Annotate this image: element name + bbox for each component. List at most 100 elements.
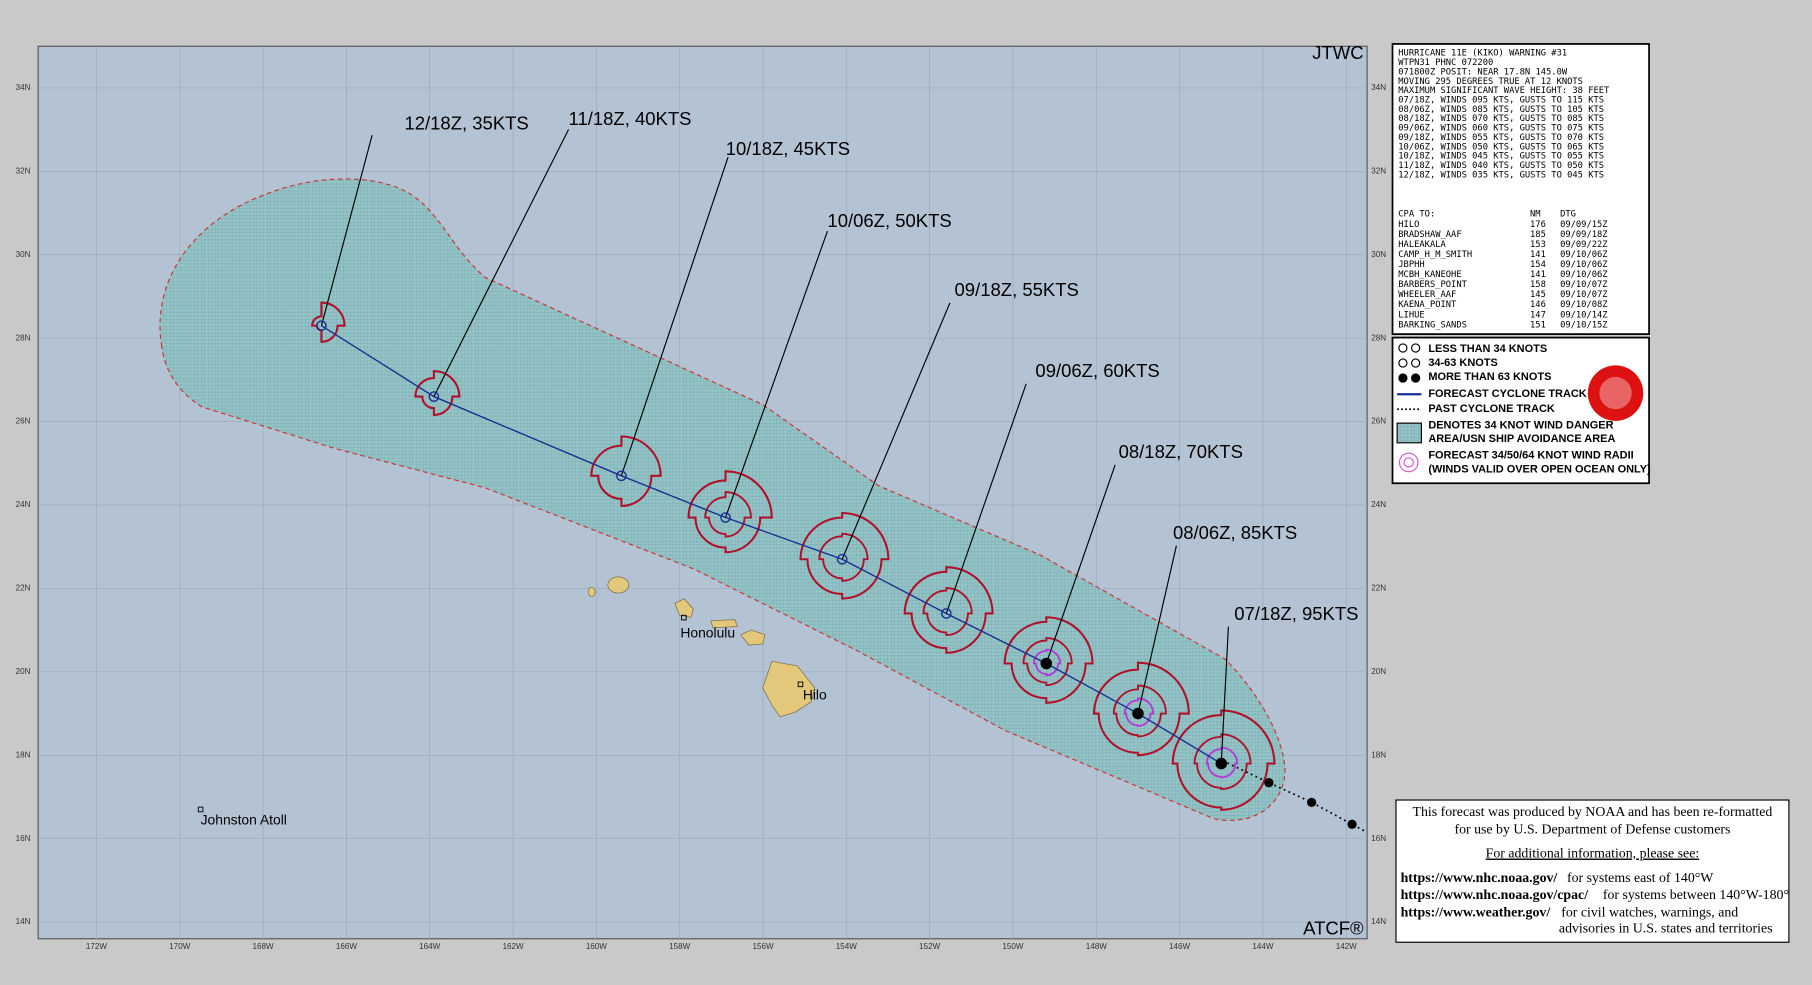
islands — [587, 576, 816, 718]
warning-line: 10/18Z, WINDS 045 KTS, GUSTS TO 055 KTS — [1398, 152, 1604, 162]
legend-icon — [1398, 343, 1408, 353]
wind-radii-34 — [903, 566, 994, 654]
warning-line: 08/06Z, WINDS 085 KTS, GUSTS TO 105 KTS — [1398, 105, 1604, 115]
cpa-cell: 158 — [1530, 280, 1546, 290]
forecast-position — [941, 608, 952, 619]
lat-tick-label: 26N — [1371, 417, 1386, 426]
warning-line: 09/06Z, WINDS 060 KTS, GUSTS TO 075 KTS — [1398, 124, 1604, 134]
cpa-cell: 09/10/14Z — [1560, 310, 1607, 320]
legend-label: DENOTES 34 KNOT WIND DANGER — [1428, 419, 1613, 431]
past-track — [1222, 759, 1368, 834]
legend-label: PAST CYCLONE TRACK — [1428, 403, 1555, 415]
forecast-label: 08/06Z, 85KTS — [1173, 522, 1297, 543]
island — [762, 660, 816, 718]
legend: LESS THAN 34 KNOTS 34-63 KNOTS MORE THAN 6… — [1428, 343, 1651, 475]
cpa-cell: 176 — [1530, 220, 1546, 230]
lat-tick-label: 34N — [1371, 83, 1386, 92]
forecast-position — [836, 553, 848, 565]
wind-radii-50 — [1022, 637, 1073, 687]
place-label: Honolulu — [680, 624, 735, 640]
note-line: This forecast was produced by NOAA and h… — [1413, 805, 1773, 820]
lat-tick-label: 24N — [16, 500, 31, 509]
forecast-position — [1215, 757, 1228, 770]
lat-tick-label: 18N — [16, 750, 31, 759]
legend-label: FORECAST CYCLONE TRACK — [1428, 388, 1586, 400]
note-url: https://www.weather.gov/ — [1401, 906, 1551, 921]
cpa-cell: 09/09/18Z — [1560, 230, 1607, 240]
lat-tick-label: 18N — [1371, 750, 1386, 759]
cpa-cell: 141 — [1530, 250, 1546, 260]
island — [740, 629, 766, 646]
island — [710, 619, 738, 629]
wind-radii-34 — [1003, 616, 1094, 704]
wind-radii-34 — [1093, 661, 1190, 757]
forecast-position — [1040, 657, 1053, 670]
cpa-cell: HILO — [1398, 220, 1419, 230]
warning-line: 10/06Z, WINDS 050 KTS, GUSTS TO 065 KTS — [1398, 142, 1604, 152]
island — [587, 586, 596, 597]
cpa-cell: 09/10/07Z — [1560, 290, 1607, 300]
cpa-cell: 09/09/15Z — [1560, 220, 1607, 230]
cpa-cell: 09/10/15Z — [1560, 320, 1607, 330]
track-layer: Honolulu Hilo Johnston Atoll 07/18Z, 95KTS 0… — [197, 108, 1358, 828]
warning-line: 08/18Z, WINDS 070 KTS, GUSTS TO 085 KTS — [1398, 114, 1604, 124]
forecast-position — [316, 320, 327, 331]
cpa-header: DTG — [1560, 209, 1576, 219]
forecast-track — [321, 325, 1222, 765]
wind-radii-50 — [818, 532, 869, 582]
cpa-cell: BRADSHAW_AAF — [1398, 230, 1461, 240]
cpa-cell: 09/10/06Z — [1560, 260, 1607, 270]
place-marker — [797, 681, 804, 688]
lon-tick-label: 150W — [1002, 942, 1023, 951]
label-leader — [620, 157, 729, 477]
cpa-cell: 153 — [1530, 240, 1546, 250]
cpa-cell: 09/10/06Z — [1560, 250, 1607, 260]
forecast-label: 10/06Z, 50KTS — [827, 210, 951, 231]
note-box — [1395, 799, 1790, 943]
lat-tick-label: 16N — [1371, 834, 1386, 843]
lon-tick-label: 168W — [253, 942, 274, 951]
note-url-text: for systems between 140°W-180° — [1603, 888, 1789, 903]
system: ATCF® — [1303, 917, 1364, 938]
wind-radii-50 — [1112, 684, 1167, 738]
lat-tick-label: 14N — [16, 917, 31, 926]
forecast-position — [1132, 707, 1144, 720]
lon-tick-label: 146W — [1169, 942, 1190, 951]
label-leader — [945, 383, 1027, 614]
cpa-cell: KAENA_POINT — [1398, 300, 1457, 310]
lon-tick-label: 158W — [669, 942, 690, 951]
warning-line: 071800Z POSIT: NEAR 17.8N 145.0W — [1398, 67, 1568, 77]
label-leader — [320, 135, 373, 326]
forecast-label: 10/18Z, 45KTS — [726, 138, 850, 159]
lat-tick-label: 28N — [16, 333, 31, 342]
cpa-cell: 09/10/07Z — [1560, 280, 1607, 290]
warning-line: MAXIMUM SIGNIFICANT WAVE HEIGHT: 38 FEET — [1398, 86, 1610, 96]
cpa-cell: BARKING_SANDS — [1398, 320, 1467, 330]
forecast-position — [720, 512, 731, 523]
lat-tick-label: 32N — [1371, 167, 1386, 176]
lat-tick-label: 26N — [16, 417, 31, 426]
lat-tick-label: 24N — [1371, 500, 1386, 509]
label-leader — [1045, 464, 1116, 664]
forecast-position — [616, 470, 627, 482]
lon-tick-label: 154W — [836, 942, 857, 951]
note-url: https://www.nhc.noaa.gov/cpac/ — [1401, 888, 1589, 903]
cpa-cell: 185 — [1530, 230, 1546, 240]
forecast-label: 08/18Z, 70KTS — [1119, 441, 1243, 462]
cpa-cell: HALEAKALA — [1398, 240, 1446, 250]
lat-tick-label: 14N — [1371, 917, 1386, 926]
legend-icon — [1398, 358, 1408, 368]
lat-tick-label: 20N — [16, 667, 31, 676]
warning-line: 11/18Z, WINDS 040 KTS, GUSTS TO 050 KTS — [1398, 161, 1604, 171]
past-position — [1347, 819, 1357, 829]
label-leader — [1220, 626, 1229, 764]
place-label: Johnston Atoll — [201, 812, 287, 828]
lat-tick-label: 32N — [16, 167, 31, 176]
legend-symbols — [1396, 343, 1422, 473]
legend-label: AREA/USN SHIP AVOIDANCE AREA — [1428, 433, 1615, 445]
cpa-cell: 09/09/22Z — [1560, 240, 1607, 250]
lon-tick-label: 166W — [336, 942, 357, 951]
